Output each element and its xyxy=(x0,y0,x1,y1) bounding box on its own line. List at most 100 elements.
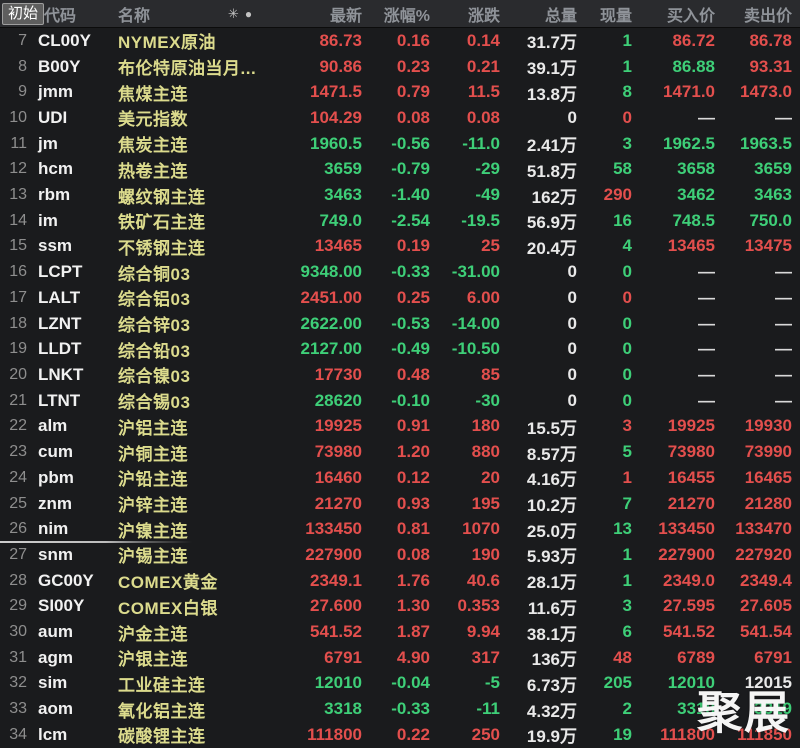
table-row[interactable]: 32 sim 工业硅主连 12010 -0.04 -5 6.73万 205 12… xyxy=(0,671,800,697)
row-number: 10 xyxy=(9,108,27,126)
cell-total-volume: 2.41万 xyxy=(526,136,577,156)
cell-current-volume: 0 xyxy=(622,262,632,282)
cell-bid-price: 2349.0 xyxy=(663,570,715,590)
cell-pct-change: 0.16 xyxy=(396,30,430,50)
watermark: 聚展 xyxy=(697,687,792,738)
col-name[interactable]: 名称 xyxy=(118,7,151,25)
col-pct-change[interactable]: 涨幅% xyxy=(383,7,430,25)
cell-ask-price: — xyxy=(775,364,792,384)
row-number: 11 xyxy=(10,134,27,152)
cell-ask-price: 13475 xyxy=(744,236,792,256)
cell-total-volume: 0 xyxy=(567,107,577,127)
cell-code: aum xyxy=(38,622,73,642)
cell-total-volume: 19.9万 xyxy=(526,727,577,747)
cell-ask-price: 27.605 xyxy=(740,596,792,616)
cell-code: cum xyxy=(38,442,73,462)
table-row[interactable]: 9 jmm 焦煤主连 1471.5 0.79 11.5 13.8万 8 1471… xyxy=(0,79,800,105)
cell-code: GC00Y xyxy=(38,570,94,590)
col-last[interactable]: 最新 xyxy=(329,7,362,25)
initial-sort-button[interactable]: 初始 xyxy=(2,3,45,25)
cell-last-price: 13465 xyxy=(314,236,362,256)
table-row[interactable]: 22 alm 沪铝主连 19925 0.91 180 15.5万 3 19925… xyxy=(0,414,800,440)
table-row[interactable]: 19 LLDT 综合铅03 2127.00 -0.49 -10.50 0 0 —… xyxy=(0,336,800,362)
cell-name: 布伦特原油当月... xyxy=(118,59,257,79)
cell-code: LNKT xyxy=(38,364,84,384)
cell-current-volume: 58 xyxy=(613,159,632,179)
cell-name: COMEX白银 xyxy=(118,598,218,618)
cell-current-volume: 1 xyxy=(622,56,632,76)
table-row[interactable]: 8 B00Y 布伦特原油当月... 90.86 0.23 0.21 39.1万 … xyxy=(0,54,800,80)
cell-total-volume: 162万 xyxy=(531,187,577,207)
table-row[interactable]: 7 CL00Y NYMEX原油 86.73 0.16 0.14 31.7万 1 … xyxy=(0,28,800,54)
table-row[interactable]: 26 nim 沪镍主连 133450 0.81 1070 25.0万 13 13… xyxy=(0,516,800,542)
row-number: 32 xyxy=(9,674,27,692)
table-row[interactable]: 30 aum 沪金主连 541.52 1.87 9.94 38.1万 6 541… xyxy=(0,619,800,645)
cell-code: sim xyxy=(38,673,68,693)
col-total-volume[interactable]: 总量 xyxy=(544,7,577,25)
table-row[interactable]: 17 LALT 综合铝03 2451.00 0.25 6.00 0 0 — — xyxy=(0,285,800,311)
cell-ask-price: 541.54 xyxy=(740,622,792,642)
cell-change: 11.5 xyxy=(467,82,500,102)
cell-total-volume: 13.8万 xyxy=(526,84,577,104)
cell-code: LCPT xyxy=(38,262,83,282)
row-number: 31 xyxy=(9,648,27,666)
cell-last-price: 17730 xyxy=(314,364,362,384)
cell-name: 沪镍主连 xyxy=(118,521,188,541)
row-number: 12 xyxy=(9,160,27,178)
table-row[interactable]: 14 im 铁矿石主连 749.0 -2.54 -19.5 56.9万 16 7… xyxy=(0,208,800,234)
table-row[interactable]: 25 znm 沪锌主连 21270 0.93 195 10.2万 7 21270… xyxy=(0,491,800,517)
cell-bid-price: 3318 xyxy=(677,699,715,719)
cell-last-price: 541.52 xyxy=(310,622,362,642)
asterisk-icon[interactable]: ✳ xyxy=(228,6,239,21)
dot-icon[interactable]: ● xyxy=(244,7,253,21)
cell-bid-price: — xyxy=(698,287,715,307)
table-row[interactable]: 15 ssm 不锈钢主连 13465 0.19 25 20.4万 4 13465… xyxy=(0,234,800,260)
cell-ask-price: — xyxy=(775,287,792,307)
table-row[interactable]: 28 GC00Y COMEX黄金 2349.1 1.76 40.6 28.1万 … xyxy=(0,568,800,594)
row-number: 30 xyxy=(9,623,27,641)
cell-bid-price: 86.72 xyxy=(672,30,715,50)
col-code[interactable]: 代码 xyxy=(44,7,77,25)
cell-name: 综合锌03 xyxy=(118,316,191,336)
table-row[interactable]: 10 UDI 美元指数 104.29 0.08 0.08 0 0 — — xyxy=(0,105,800,131)
cell-pct-change: 0.81 xyxy=(396,519,430,539)
col-bid-price[interactable]: 买入价 xyxy=(666,7,715,25)
col-change[interactable]: 涨跌 xyxy=(467,7,500,25)
table-row[interactable]: 24 pbm 沪铅主连 16460 0.12 20 4.16万 1 16455 … xyxy=(0,465,800,491)
col-current-volume[interactable]: 现量 xyxy=(599,7,632,25)
table-row[interactable]: 18 LZNT 综合锌03 2622.00 -0.53 -14.00 0 0 —… xyxy=(0,311,800,337)
table-row[interactable]: 27 snm 沪锡主连 227900 0.08 190 5.93万 1 2279… xyxy=(0,542,800,568)
cell-name: 沪铝主连 xyxy=(118,418,188,438)
cell-code: lcm xyxy=(38,724,68,744)
row-number: 18 xyxy=(9,314,27,332)
table-row[interactable]: 33 aom 氧化铝主连 3318 -0.33 -11 4.32万 2 3318… xyxy=(0,696,800,722)
table-row[interactable]: 23 cum 沪铜主连 73980 1.20 880 8.57万 5 73980… xyxy=(0,439,800,465)
cell-change: 190 xyxy=(471,544,500,564)
cell-code: nim xyxy=(38,519,69,539)
cell-bid-price: 12010 xyxy=(667,673,715,693)
table-row[interactable]: 20 LNKT 综合镍03 17730 0.48 85 0 0 — — xyxy=(0,362,800,388)
cell-total-volume: 25.0万 xyxy=(526,521,577,541)
table-row[interactable]: 11 jm 焦炭主连 1960.5 -0.56 -11.0 2.41万 3 19… xyxy=(0,131,800,157)
cell-pct-change: -1.40 xyxy=(391,185,430,205)
cell-ask-price: 227920 xyxy=(735,544,792,564)
cell-total-volume: 6.73万 xyxy=(526,675,577,695)
cell-name: 铁矿石主连 xyxy=(118,213,206,233)
cell-pct-change: 0.12 xyxy=(396,467,430,487)
cell-name: 综合铝03 xyxy=(118,290,191,310)
cell-name: 氧化铝主连 xyxy=(118,701,206,721)
table-row[interactable]: 16 LCPT 综合铜03 9348.00 -0.33 -31.00 0 0 —… xyxy=(0,259,800,285)
cell-total-volume: 0 xyxy=(567,313,577,333)
table-row[interactable]: 13 rbm 螺纹钢主连 3463 -1.40 -49 162万 290 346… xyxy=(0,182,800,208)
table-row[interactable]: 31 agm 沪银主连 6791 4.90 317 136万 48 6789 6… xyxy=(0,645,800,671)
table-row[interactable]: 21 LTNT 综合锡03 28620 -0.10 -30 0 0 — — xyxy=(0,388,800,414)
table-row[interactable]: 29 SI00Y COMEX白银 27.600 1.30 0.353 11.6万… xyxy=(0,593,800,619)
row-number: 24 xyxy=(9,468,27,486)
col-ask-price[interactable]: 卖出价 xyxy=(743,7,792,25)
row-number: 29 xyxy=(9,597,27,615)
cell-code: CL00Y xyxy=(38,30,91,50)
cell-name: 沪金主连 xyxy=(118,624,188,644)
cell-bid-price: 227900 xyxy=(658,544,715,564)
table-row[interactable]: 12 hcm 热卷主连 3659 -0.79 -29 51.8万 58 3658… xyxy=(0,157,800,183)
table-row[interactable]: 34 lcm 碳酸锂主连 111800 0.22 250 19.9万 19 11… xyxy=(0,722,800,748)
